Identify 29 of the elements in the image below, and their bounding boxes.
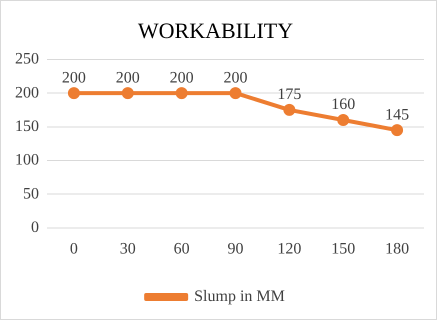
point — [337, 114, 350, 126]
x-tick-label: 90 — [228, 240, 244, 258]
y-tick-label: 50 — [23, 185, 39, 202]
x-tick-label: 120 — [277, 240, 302, 258]
chart-title: WORKABILITY — [138, 18, 294, 43]
y-tick-label: 0 — [31, 219, 39, 236]
point — [283, 104, 296, 116]
x-tick-label: 150 — [331, 240, 356, 258]
y-tick-label: 200 — [15, 84, 39, 102]
data-label: 200 — [62, 69, 86, 86]
data-label: 145 — [385, 106, 410, 124]
x-tick-label: 180 — [385, 240, 410, 258]
x-tick-label: 60 — [174, 240, 190, 258]
data-label: 200 — [116, 69, 140, 86]
legend-label: Slump in MM — [194, 288, 285, 306]
point — [230, 87, 242, 100]
y-tick-label: 150 — [15, 118, 39, 135]
data-label: 200 — [170, 69, 194, 86]
data-label: 160 — [331, 96, 356, 114]
point — [122, 87, 134, 100]
data-label: 200 — [224, 69, 248, 86]
x-tick-label: 0 — [70, 240, 78, 258]
point — [68, 87, 80, 100]
data-label: 175 — [277, 86, 302, 104]
y-tick-label: 100 — [15, 152, 39, 169]
point — [391, 124, 404, 136]
y-tick-label: 250 — [15, 50, 39, 68]
point — [176, 87, 188, 100]
x-tick-label: 30 — [120, 240, 136, 258]
